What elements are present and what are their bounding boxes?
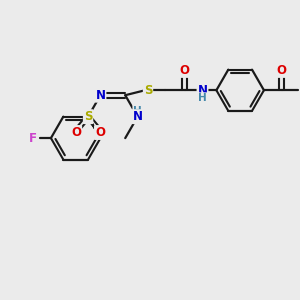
Text: H: H bbox=[198, 93, 207, 103]
Text: N: N bbox=[197, 84, 208, 97]
Text: N: N bbox=[95, 89, 106, 102]
Text: O: O bbox=[71, 126, 81, 139]
Text: S: S bbox=[84, 110, 92, 123]
Text: N: N bbox=[133, 110, 142, 123]
Text: F: F bbox=[29, 132, 37, 145]
Text: H: H bbox=[133, 106, 142, 116]
Text: S: S bbox=[144, 84, 152, 97]
Text: O: O bbox=[277, 64, 287, 77]
Text: O: O bbox=[95, 126, 105, 139]
Text: O: O bbox=[180, 64, 190, 77]
